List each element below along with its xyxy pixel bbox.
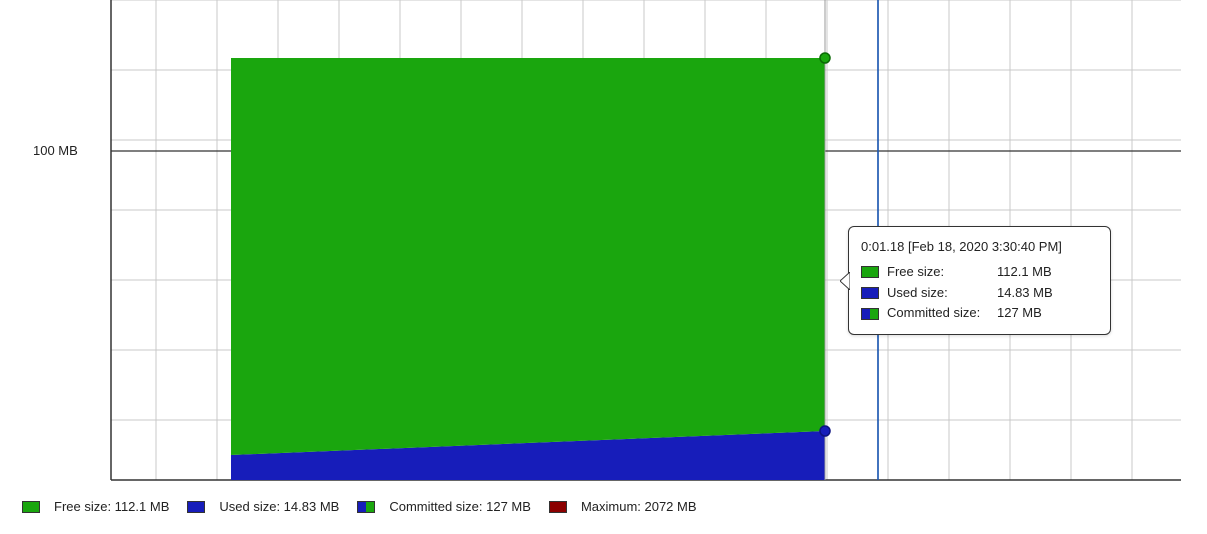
tooltip-header: 0:01.18 [Feb 18, 2020 3:30:40 PM] — [861, 237, 1098, 258]
memory-chart-panel: 100 MB 0:01.18 [Feb 18, 2020 3:30:40 PM]… — [0, 0, 1207, 534]
swatch-free-icon — [861, 266, 879, 278]
tooltip-row-used: Used size: 14.83 MB — [861, 283, 1098, 304]
legend-item-free: Free size: 112.1 MB — [22, 499, 169, 514]
legend-item-committed: Committed size: 127 MB — [357, 499, 531, 514]
tooltip-label-committed: Committed size: — [887, 303, 997, 324]
legend-swatch-maximum-icon — [549, 501, 567, 513]
legend-swatch-free-icon — [22, 501, 40, 513]
tooltip-label-used: Used size: — [887, 283, 997, 304]
plot-area — [231, 0, 878, 480]
tooltip-pointer-icon — [840, 272, 850, 290]
tooltip-value-free: 112.1 MB — [997, 262, 1052, 283]
chart-legend: Free size: 112.1 MB Used size: 14.83 MB … — [22, 499, 697, 514]
tooltip-row-free: Free size: 112.1 MB — [861, 262, 1098, 283]
tooltip-row-committed: Committed size: 127 MB — [861, 303, 1098, 324]
legend-text-free: Free size: 112.1 MB — [54, 499, 169, 514]
swatch-used-icon — [861, 287, 879, 299]
tooltip-value-committed: 127 MB — [997, 303, 1042, 324]
legend-swatch-used-icon — [187, 501, 205, 513]
legend-text-maximum: Maximum: 2072 MB — [581, 499, 697, 514]
tooltip-value-used: 14.83 MB — [997, 283, 1053, 304]
legend-item-used: Used size: 14.83 MB — [187, 499, 339, 514]
y-axis-tick-label: 100 MB — [33, 143, 78, 158]
legend-text-used: Used size: 14.83 MB — [219, 499, 339, 514]
legend-swatch-committed-icon — [357, 501, 375, 513]
swatch-committed-icon — [861, 308, 879, 320]
tooltip-label-free: Free size: — [887, 262, 997, 283]
legend-item-maximum: Maximum: 2072 MB — [549, 499, 697, 514]
legend-text-committed: Committed size: 127 MB — [389, 499, 531, 514]
hover-tooltip: 0:01.18 [Feb 18, 2020 3:30:40 PM] Free s… — [848, 226, 1111, 335]
